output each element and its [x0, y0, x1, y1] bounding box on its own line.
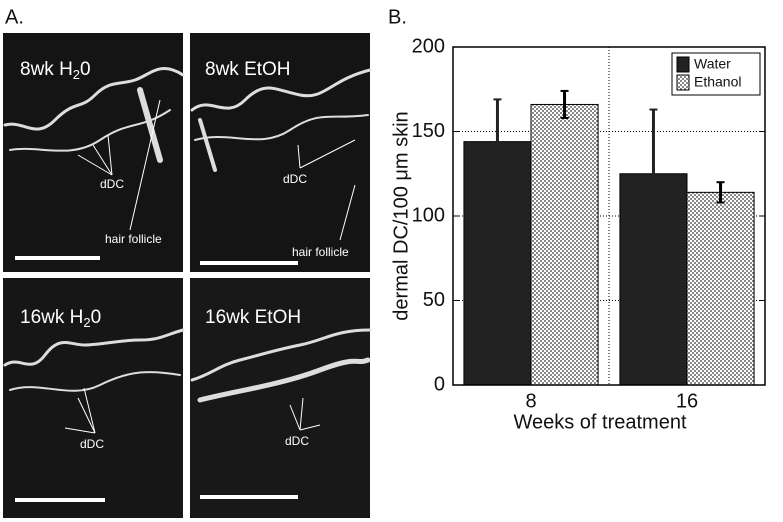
- panel-label: 8wk EtOH: [205, 59, 291, 80]
- chart-title: B.: [388, 6, 407, 28]
- panel-a-label: A.: [5, 6, 24, 28]
- y-tick-label: 50: [423, 289, 445, 311]
- y-tick-label: 100: [412, 204, 445, 226]
- annotation: dDC: [285, 434, 309, 448]
- y-axis-label: dermal DC/100 μm skin: [390, 111, 412, 320]
- legend-swatch: [676, 56, 690, 73]
- y-tick-label: 200: [412, 35, 445, 57]
- annotation: dDC: [80, 437, 104, 451]
- frame: [452, 46, 766, 386]
- y-tick-label: 0: [434, 373, 445, 395]
- y-tick-label: 150: [412, 120, 445, 142]
- x-axis-label: Weeks of treatment: [513, 411, 686, 433]
- panel-label: 16wk EtOH: [205, 307, 301, 328]
- plot-area: 0 50 100 150 200 8 16 Water Ethanol: [412, 35, 766, 412]
- annotation: hair follicle: [292, 245, 349, 259]
- micrograph: 8wk EtOH dDC hair follicle: [190, 33, 372, 272]
- legend-swatch: [676, 74, 690, 91]
- panel-label: 8wk H20: [20, 59, 91, 82]
- annotation: hair follicle: [105, 232, 162, 246]
- legend-label: Water: [694, 56, 731, 72]
- micrograph: 16wk H20 dDC: [3, 278, 185, 518]
- annotation: dDC: [283, 172, 307, 186]
- x-tick-label: 8: [525, 390, 536, 412]
- micrograph: 16wk EtOH dDC: [190, 278, 372, 518]
- micrograph: 8wk H20 dDC hair follicle: [3, 33, 185, 272]
- annotation: dDC: [100, 177, 124, 191]
- legend-label: Ethanol: [694, 74, 741, 90]
- bar: [530, 103, 599, 386]
- panel-label: 16wk H20: [20, 307, 101, 330]
- bar: [686, 191, 755, 386]
- x-tick-label: 16: [676, 390, 698, 412]
